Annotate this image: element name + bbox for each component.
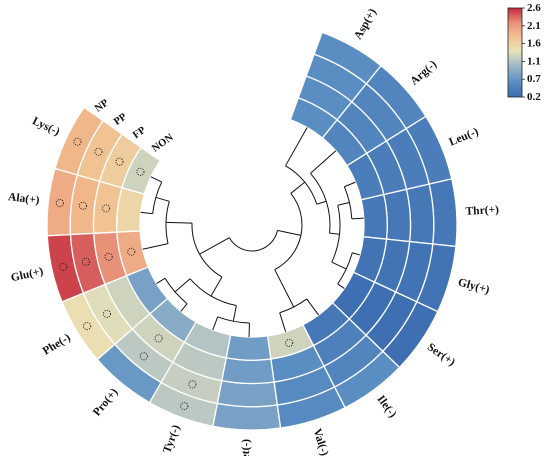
colorbar-tick-label: 1.6 (527, 38, 541, 50)
significance-marker (136, 167, 145, 176)
ring-label: NP (93, 97, 111, 114)
heatmap-cell (383, 188, 412, 243)
category-label: Ser(+) (425, 341, 457, 368)
category-label: Arg(-) (408, 58, 439, 87)
category-label: Tyr(-) (161, 423, 183, 455)
colorbar-tick-label: 0.7 (527, 73, 541, 85)
significance-marker (127, 247, 136, 256)
significance-marker (285, 338, 294, 347)
dendrogram-branch (279, 298, 320, 332)
dendrogram-branch (142, 196, 170, 250)
colorbar-tick-label: 2.6 (527, 2, 541, 14)
significance-marker (78, 201, 88, 210)
heatmap-cell (220, 357, 275, 385)
category-label: Lys(-) (30, 115, 61, 138)
dendrogram-branch (274, 181, 306, 308)
significance-marker (180, 402, 189, 411)
significance-marker (59, 262, 68, 271)
heatmap-cell (225, 334, 272, 361)
significance-marker (154, 334, 163, 343)
dendrogram-branch (140, 176, 163, 215)
colorbar-gradient (507, 7, 523, 98)
ring-label: PP (112, 111, 129, 128)
significance-marker (102, 309, 111, 318)
category-label: Phe(-) (41, 332, 73, 358)
dendrogram (140, 127, 364, 337)
category-label: Val(-) (311, 427, 331, 456)
dendrogram-branch (285, 127, 327, 205)
heatmap-cell (121, 146, 162, 195)
colorbar-tick-label: 1.1 (527, 55, 541, 67)
category-label: Leu(-) (447, 126, 480, 149)
significance-marker (83, 321, 92, 331)
colorbar-tick-label: 2.1 (527, 20, 541, 32)
significance-markers (55, 137, 294, 411)
ring-label: FP (131, 125, 148, 142)
heatmap-cells (46, 31, 458, 431)
dendrogram-branch (166, 221, 223, 297)
category-label: Ile(-) (374, 393, 398, 420)
significance-marker (81, 257, 90, 266)
significance-marker (139, 352, 148, 361)
significance-marker (104, 252, 113, 261)
significance-marker (102, 204, 111, 213)
dendrogram-branch (331, 202, 350, 270)
heatmap-cell (216, 379, 279, 408)
significance-marker (115, 157, 124, 166)
heatmap-cell (212, 402, 282, 431)
category-label: Glu(+) (10, 265, 45, 284)
category-label: Thr(+) (465, 204, 499, 218)
significance-marker (55, 199, 64, 208)
dendrogram-branch (310, 150, 340, 235)
colorbar-tick-label: 0.2 (527, 91, 541, 103)
category-label: Gly(+) (457, 276, 491, 296)
significance-marker (73, 137, 82, 146)
heatmap-cell (360, 193, 388, 240)
category-label: Pro(+) (91, 386, 121, 418)
colorbar: 2.6 2.1 1.6 1.1 0.7 0.2 (507, 2, 541, 103)
ring-label: NON (150, 132, 176, 155)
category-label: Asp(+) (352, 7, 379, 42)
dendrogram-branch (199, 229, 302, 255)
category-label: Ala(+) (7, 191, 40, 207)
significance-marker (94, 147, 103, 156)
significance-marker (188, 380, 197, 389)
category-label: Met(-) (240, 439, 253, 456)
heatmap-cell (116, 186, 146, 233)
